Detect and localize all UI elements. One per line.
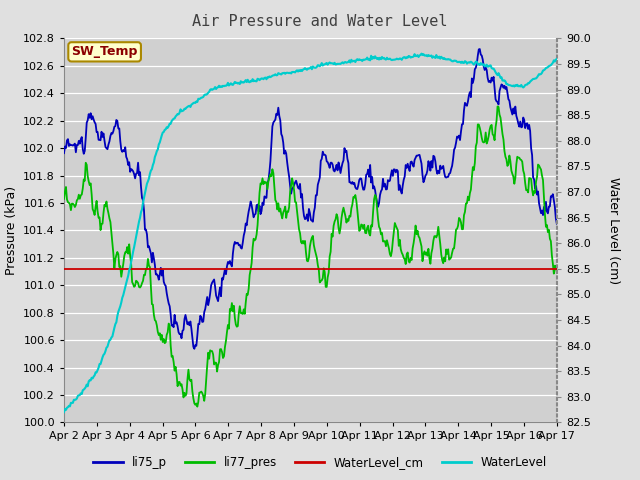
Text: Air Pressure and Water Level: Air Pressure and Water Level — [192, 14, 448, 29]
Legend: li75_p, li77_pres, WaterLevel_cm, WaterLevel: li75_p, li77_pres, WaterLevel_cm, WaterL… — [88, 452, 552, 474]
Text: SW_Temp: SW_Temp — [72, 45, 138, 59]
Y-axis label: Pressure (kPa): Pressure (kPa) — [4, 186, 17, 275]
Y-axis label: Water Level (cm): Water Level (cm) — [607, 177, 620, 284]
